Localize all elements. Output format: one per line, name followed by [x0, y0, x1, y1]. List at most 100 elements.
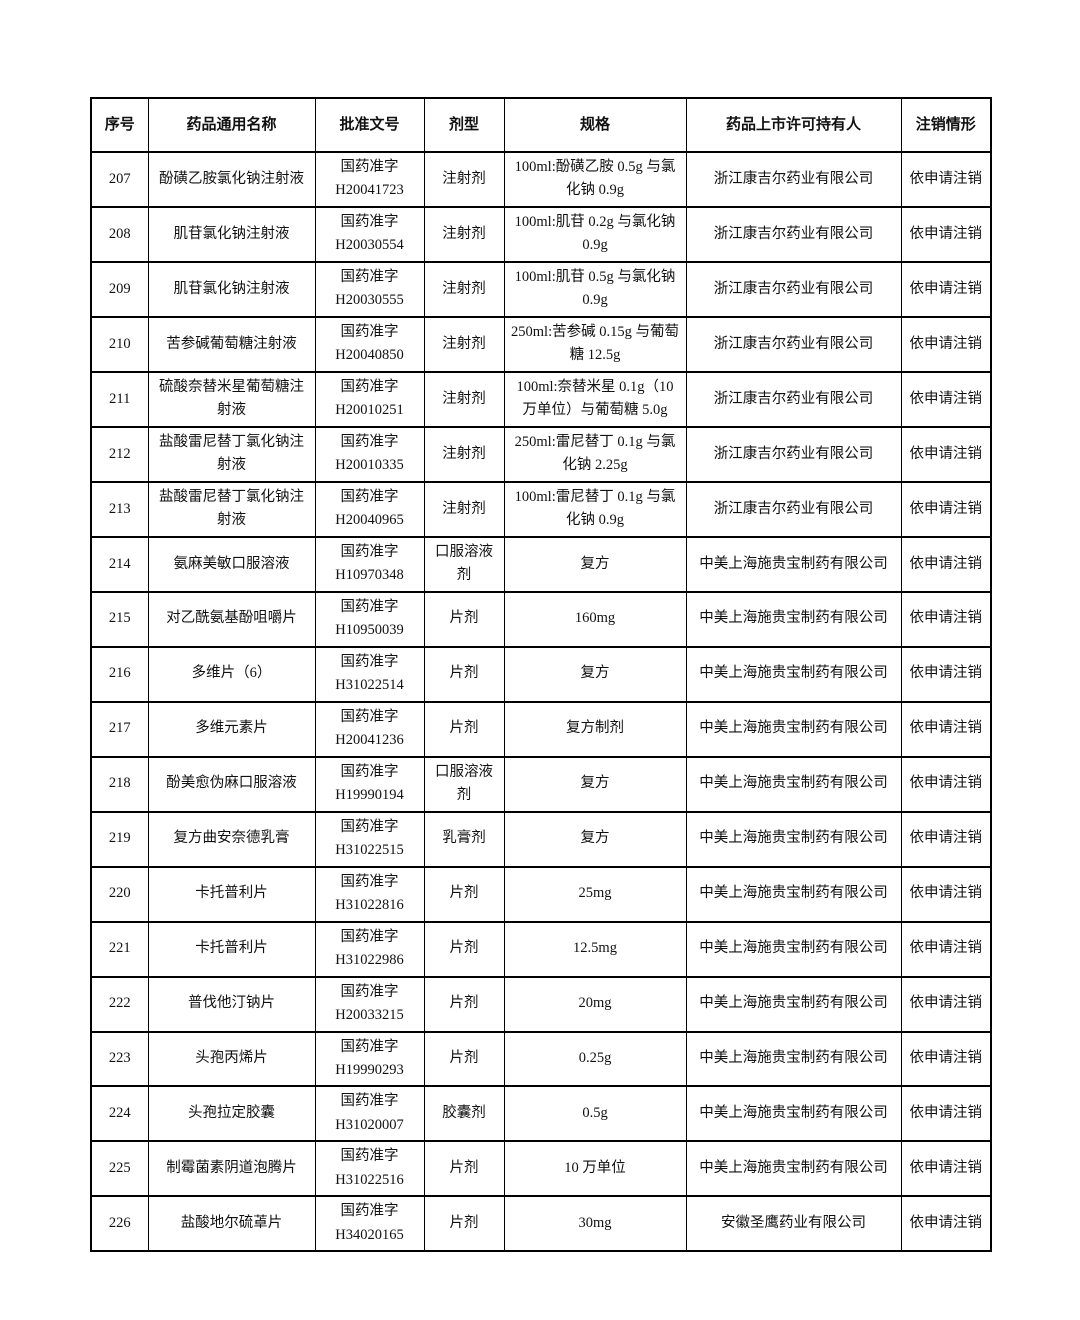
cell-serial-number: 213 [90, 480, 149, 538]
cell-specification: 10 万单位 [503, 1140, 687, 1198]
table-row: 217 多维元素片 国药准字 H20041236 片剂 复方制剂 中美上海施贵宝… [90, 700, 992, 758]
table-row: 207 酚磺乙胺氯化钠注射液 国药准字 H20041723 注射剂 100ml:… [90, 151, 992, 208]
cell-dosage-form: 片剂 [423, 1195, 505, 1253]
cell-approval-number: 国药准字 H20033215 [314, 975, 425, 1033]
cell-approval-number: 国药准字 H31022986 [314, 920, 425, 978]
cell-dosage-form: 口服溶液剂 [423, 535, 505, 593]
cell-specification: 复方 [503, 810, 687, 868]
cell-drug-name: 酚美愈伪麻口服溶液 [147, 755, 316, 813]
cell-dosage-form: 注射剂 [423, 425, 505, 483]
cell-specification: 0.25g [503, 1030, 687, 1088]
cell-approval-number: 国药准字 H31022514 [314, 645, 425, 703]
cell-license-holder: 浙江康吉尔药业有限公司 [685, 480, 902, 538]
cell-dosage-form: 胶囊剂 [423, 1085, 505, 1143]
cell-serial-number: 224 [90, 1085, 149, 1143]
cell-specification: 25mg [503, 865, 687, 923]
table-row: 226 盐酸地尔硫䓬片 国药准字 H34020165 片剂 30mg 安徽圣鹰药… [90, 1195, 992, 1253]
table-row: 214 氨麻美敏口服溶液 国药准字 H10970348 口服溶液剂 复方 中美上… [90, 535, 992, 593]
cell-specification: 100ml:肌苷 0.2g 与氯化钠 0.9g [503, 205, 687, 263]
cell-drug-name: 肌苷氯化钠注射液 [147, 260, 316, 318]
cell-serial-number: 217 [90, 700, 149, 758]
cell-approval-number: 国药准字 H20040850 [314, 315, 425, 373]
cell-serial-number: 220 [90, 865, 149, 923]
table-row: 208 肌苷氯化钠注射液 国药准字 H20030554 注射剂 100ml:肌苷… [90, 205, 992, 263]
cell-approval-number: 国药准字 H19990293 [314, 1030, 425, 1088]
cell-dosage-form: 注射剂 [423, 260, 505, 318]
cell-cancel-status: 依申请注销 [900, 1195, 992, 1253]
cell-license-holder: 浙江康吉尔药业有限公司 [685, 315, 902, 373]
cell-cancel-status: 依申请注销 [900, 425, 992, 483]
table-row: 209 肌苷氯化钠注射液 国药准字 H20030555 注射剂 100ml:肌苷… [90, 260, 992, 318]
cell-approval-number: 国药准字 H10970348 [314, 535, 425, 593]
cell-approval-number: 国药准字 H20041723 [314, 151, 425, 208]
cell-drug-name: 卡托普利片 [147, 920, 316, 978]
cell-dosage-form: 片剂 [423, 865, 505, 923]
cell-approval-number: 国药准字 H31022816 [314, 865, 425, 923]
cell-license-holder: 浙江康吉尔药业有限公司 [685, 205, 902, 263]
cell-license-holder: 中美上海施贵宝制药有限公司 [685, 755, 902, 813]
drug-cancellation-table: 序号 药品通用名称 批准文号 剂型 规格 药品上市许可持有人 注销情形 207 … [90, 97, 992, 1253]
table-row: 224 头孢拉定胶囊 国药准字 H31020007 胶囊剂 0.5g 中美上海施… [90, 1085, 992, 1143]
cell-dosage-form: 片剂 [423, 645, 505, 703]
cell-serial-number: 218 [90, 755, 149, 813]
cell-approval-number: 国药准字 H34020165 [314, 1195, 425, 1253]
cell-license-holder: 中美上海施贵宝制药有限公司 [685, 590, 902, 648]
cell-serial-number: 212 [90, 425, 149, 483]
cell-dosage-form: 注射剂 [423, 151, 505, 208]
cell-drug-name: 肌苷氯化钠注射液 [147, 205, 316, 263]
cell-drug-name: 盐酸地尔硫䓬片 [147, 1195, 316, 1253]
cell-cancel-status: 依申请注销 [900, 1085, 992, 1143]
cell-cancel-status: 依申请注销 [900, 865, 992, 923]
cell-serial-number: 215 [90, 590, 149, 648]
table-row: 216 多维片（6） 国药准字 H31022514 片剂 复方 中美上海施贵宝制… [90, 645, 992, 703]
cell-cancel-status: 依申请注销 [900, 975, 992, 1033]
cell-drug-name: 硫酸奈替米星葡萄糖注射液 [147, 370, 316, 428]
cell-cancel-status: 依申请注销 [900, 645, 992, 703]
cell-license-holder: 中美上海施贵宝制药有限公司 [685, 1140, 902, 1198]
cell-serial-number: 210 [90, 315, 149, 373]
cell-license-holder: 中美上海施贵宝制药有限公司 [685, 700, 902, 758]
cell-cancel-status: 依申请注销 [900, 700, 992, 758]
cell-dosage-form: 乳膏剂 [423, 810, 505, 868]
table-row: 219 复方曲安奈德乳膏 国药准字 H31022515 乳膏剂 复方 中美上海施… [90, 810, 992, 868]
table-row: 210 苦参碱葡萄糖注射液 国药准字 H20040850 注射剂 250ml:苦… [90, 315, 992, 373]
cell-cancel-status: 依申请注销 [900, 151, 992, 208]
table-row: 222 普伐他汀钠片 国药准字 H20033215 片剂 20mg 中美上海施贵… [90, 975, 992, 1033]
column-header-serial: 序号 [90, 97, 149, 153]
cell-drug-name: 酚磺乙胺氯化钠注射液 [147, 151, 316, 208]
cell-drug-name: 盐酸雷尼替丁氯化钠注射液 [147, 480, 316, 538]
cell-drug-name: 制霉菌素阴道泡腾片 [147, 1140, 316, 1198]
cell-drug-name: 氨麻美敏口服溶液 [147, 535, 316, 593]
cell-license-holder: 中美上海施贵宝制药有限公司 [685, 1085, 902, 1143]
cell-cancel-status: 依申请注销 [900, 590, 992, 648]
cell-dosage-form: 片剂 [423, 975, 505, 1033]
cell-specification: 30mg [503, 1195, 687, 1253]
table-row: 220 卡托普利片 国药准字 H31022816 片剂 25mg 中美上海施贵宝… [90, 865, 992, 923]
cell-approval-number: 国药准字 H31020007 [314, 1085, 425, 1143]
cell-drug-name: 苦参碱葡萄糖注射液 [147, 315, 316, 373]
cell-dosage-form: 片剂 [423, 1030, 505, 1088]
cell-approval-number: 国药准字 H31022516 [314, 1140, 425, 1198]
cell-drug-name: 卡托普利片 [147, 865, 316, 923]
cell-specification: 复方 [503, 535, 687, 593]
cell-specification: 复方制剂 [503, 700, 687, 758]
cell-license-holder: 中美上海施贵宝制药有限公司 [685, 865, 902, 923]
cell-specification: 250ml:苦参碱 0.15g 与葡萄糖 12.5g [503, 315, 687, 373]
cell-specification: 160mg [503, 590, 687, 648]
table-row: 213 盐酸雷尼替丁氯化钠注射液 国药准字 H20040965 注射剂 100m… [90, 480, 992, 538]
cell-license-holder: 安徽圣鹰药业有限公司 [685, 1195, 902, 1253]
column-header-spec: 规格 [503, 97, 687, 153]
cell-approval-number: 国药准字 H20030555 [314, 260, 425, 318]
cell-approval-number: 国药准字 H19990194 [314, 755, 425, 813]
cell-serial-number: 223 [90, 1030, 149, 1088]
cell-dosage-form: 片剂 [423, 920, 505, 978]
cell-specification: 复方 [503, 755, 687, 813]
cell-specification: 100ml:雷尼替丁 0.1g 与氯化钠 0.9g [503, 480, 687, 538]
cell-drug-name: 头孢丙烯片 [147, 1030, 316, 1088]
cell-serial-number: 209 [90, 260, 149, 318]
cell-license-holder: 浙江康吉尔药业有限公司 [685, 370, 902, 428]
cell-license-holder: 中美上海施贵宝制药有限公司 [685, 975, 902, 1033]
cell-license-holder: 浙江康吉尔药业有限公司 [685, 425, 902, 483]
cell-serial-number: 226 [90, 1195, 149, 1253]
cell-specification: 12.5mg [503, 920, 687, 978]
